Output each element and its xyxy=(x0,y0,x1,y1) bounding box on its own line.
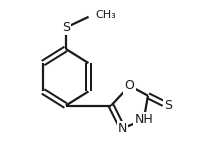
Text: NH: NH xyxy=(134,113,153,126)
Text: N: N xyxy=(118,122,127,135)
Text: O: O xyxy=(125,79,135,92)
Text: S: S xyxy=(62,21,70,34)
Text: CH₃: CH₃ xyxy=(95,10,116,20)
Text: S: S xyxy=(164,99,172,112)
